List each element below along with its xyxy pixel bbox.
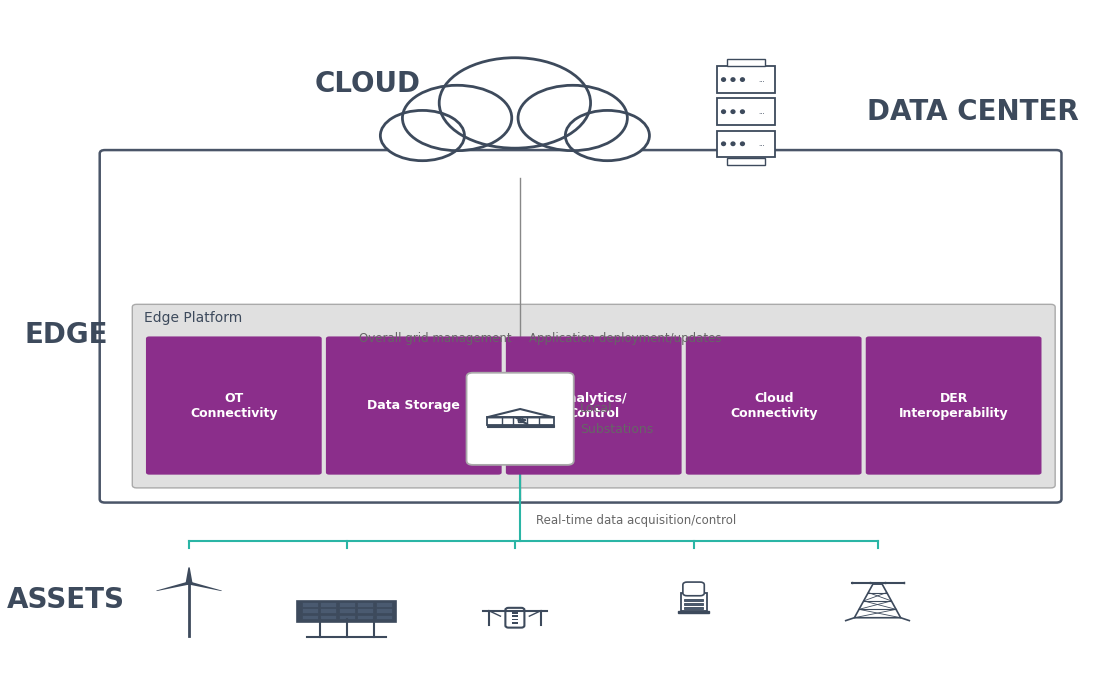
FancyBboxPatch shape: [727, 59, 766, 66]
FancyBboxPatch shape: [684, 599, 703, 601]
Ellipse shape: [740, 77, 745, 82]
Text: Data Storage: Data Storage: [367, 399, 460, 412]
FancyBboxPatch shape: [320, 615, 336, 620]
Text: ...: ...: [758, 77, 764, 82]
Text: DATA CENTER: DATA CENTER: [867, 98, 1079, 126]
FancyBboxPatch shape: [376, 615, 392, 620]
Text: EDGE: EDGE: [25, 321, 108, 349]
FancyBboxPatch shape: [681, 593, 706, 611]
FancyBboxPatch shape: [320, 602, 336, 607]
Ellipse shape: [566, 110, 650, 161]
Text: Analytics/
Control: Analytics/ Control: [559, 392, 628, 419]
Ellipse shape: [381, 110, 464, 161]
Text: Local: Local: [580, 402, 613, 415]
Text: DER
Interoperability: DER Interoperability: [898, 392, 1009, 419]
Text: Edge Platform: Edge Platform: [144, 311, 242, 325]
FancyBboxPatch shape: [727, 158, 766, 165]
Polygon shape: [187, 581, 222, 591]
FancyBboxPatch shape: [512, 616, 518, 617]
FancyBboxPatch shape: [326, 336, 502, 475]
FancyBboxPatch shape: [298, 601, 396, 623]
FancyBboxPatch shape: [301, 609, 318, 613]
Ellipse shape: [440, 58, 590, 148]
Polygon shape: [855, 584, 901, 618]
FancyBboxPatch shape: [376, 602, 392, 607]
FancyBboxPatch shape: [99, 150, 1061, 503]
FancyBboxPatch shape: [357, 602, 374, 607]
Text: Substations: Substations: [580, 423, 653, 436]
Text: CLOUD: CLOUD: [315, 70, 421, 98]
Text: Real-time data acquisition/control: Real-time data acquisition/control: [536, 514, 737, 526]
Text: Application deployment/updates: Application deployment/updates: [529, 332, 721, 345]
FancyBboxPatch shape: [683, 582, 704, 596]
Text: ...: ...: [758, 109, 764, 114]
Text: Cloud
Connectivity: Cloud Connectivity: [730, 392, 817, 419]
FancyBboxPatch shape: [357, 609, 374, 613]
FancyBboxPatch shape: [357, 615, 374, 620]
FancyBboxPatch shape: [718, 131, 775, 157]
FancyBboxPatch shape: [487, 417, 554, 425]
Circle shape: [186, 581, 192, 585]
FancyBboxPatch shape: [866, 336, 1041, 475]
Ellipse shape: [518, 85, 627, 151]
Polygon shape: [185, 567, 193, 583]
FancyBboxPatch shape: [518, 417, 522, 422]
FancyBboxPatch shape: [718, 98, 775, 125]
FancyBboxPatch shape: [684, 602, 703, 605]
Text: OT
Connectivity: OT Connectivity: [190, 392, 278, 419]
Ellipse shape: [730, 110, 735, 114]
FancyBboxPatch shape: [376, 609, 392, 613]
FancyBboxPatch shape: [466, 373, 574, 465]
Ellipse shape: [721, 141, 727, 147]
Ellipse shape: [730, 141, 735, 147]
FancyBboxPatch shape: [512, 618, 518, 621]
Ellipse shape: [721, 77, 727, 82]
Text: ASSETS: ASSETS: [7, 586, 125, 614]
FancyBboxPatch shape: [146, 336, 321, 475]
FancyBboxPatch shape: [679, 611, 709, 613]
FancyBboxPatch shape: [506, 608, 525, 628]
FancyBboxPatch shape: [133, 304, 1055, 488]
FancyBboxPatch shape: [684, 607, 703, 609]
FancyBboxPatch shape: [320, 609, 336, 613]
FancyBboxPatch shape: [301, 602, 318, 607]
FancyBboxPatch shape: [506, 336, 682, 475]
Ellipse shape: [403, 85, 512, 151]
Text: Overall grid management: Overall grid management: [359, 332, 512, 345]
FancyBboxPatch shape: [512, 622, 518, 623]
FancyBboxPatch shape: [686, 336, 862, 475]
FancyBboxPatch shape: [718, 66, 775, 93]
FancyBboxPatch shape: [487, 425, 554, 426]
Ellipse shape: [730, 77, 735, 82]
Text: ...: ...: [758, 141, 764, 147]
Ellipse shape: [740, 141, 745, 147]
Ellipse shape: [740, 110, 745, 114]
Ellipse shape: [721, 110, 727, 114]
FancyBboxPatch shape: [512, 612, 518, 614]
FancyBboxPatch shape: [338, 615, 355, 620]
FancyBboxPatch shape: [338, 602, 355, 607]
FancyBboxPatch shape: [301, 615, 318, 620]
FancyBboxPatch shape: [338, 609, 355, 613]
Polygon shape: [156, 581, 191, 591]
